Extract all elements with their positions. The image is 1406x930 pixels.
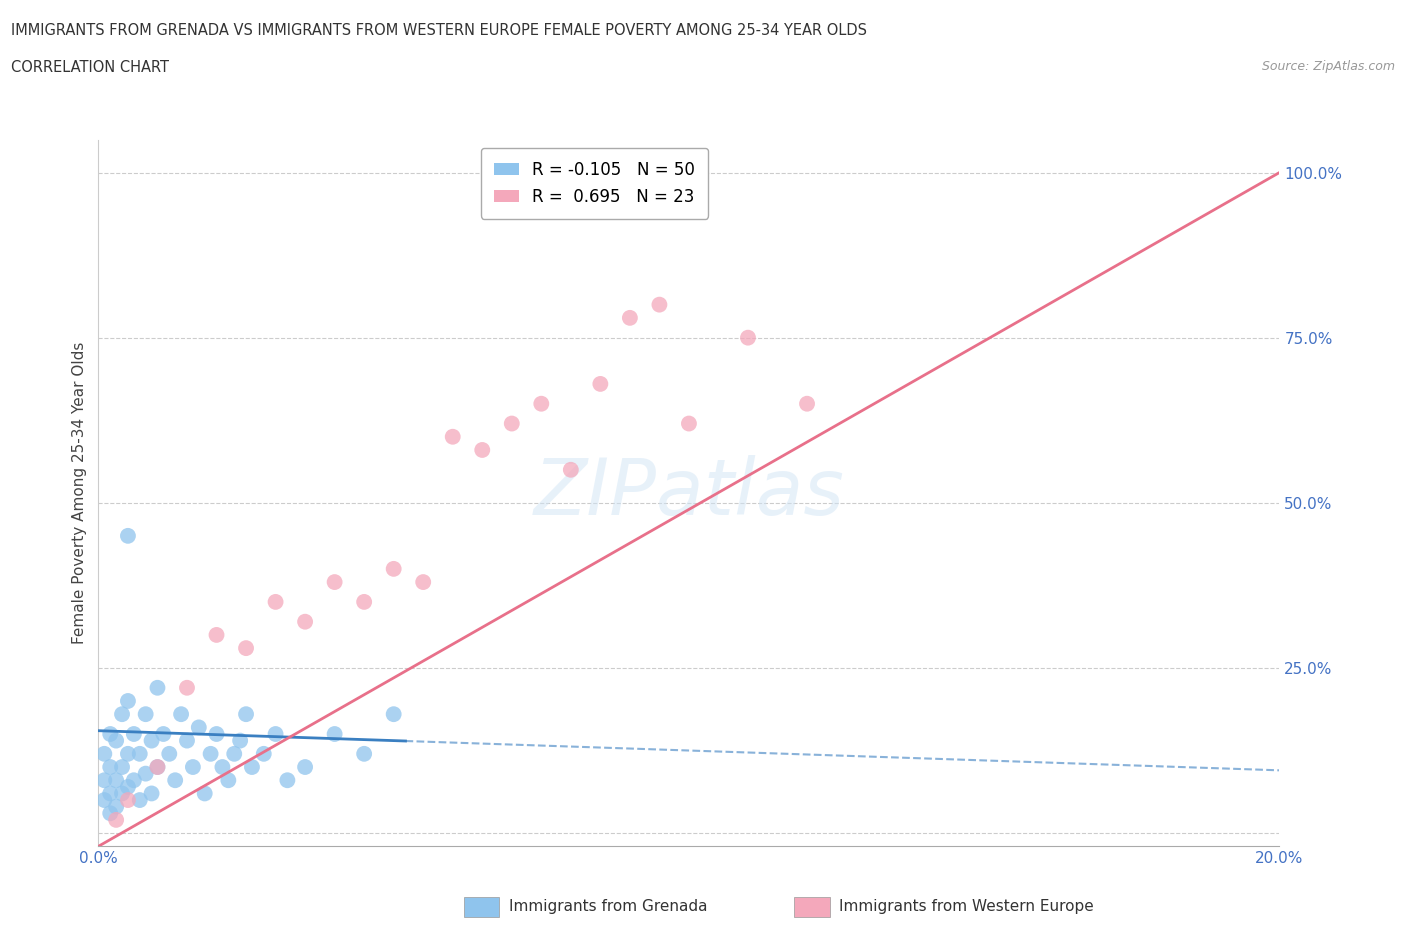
Point <box>200 747 222 762</box>
Point <box>93 747 115 762</box>
Point <box>211 760 233 775</box>
Point <box>105 773 128 788</box>
Point <box>93 773 115 788</box>
Point <box>205 628 228 643</box>
Point <box>135 766 157 781</box>
Point <box>128 747 150 762</box>
Point <box>117 528 139 543</box>
Point <box>253 747 276 762</box>
Point <box>235 641 257 656</box>
Text: Immigrants from Grenada: Immigrants from Grenada <box>509 899 707 914</box>
Point <box>176 733 198 748</box>
Point <box>165 773 187 788</box>
Point <box>117 694 139 709</box>
Text: Immigrants from Western Europe: Immigrants from Western Europe <box>839 899 1094 914</box>
Point <box>264 594 287 609</box>
Point <box>294 615 316 630</box>
Point <box>264 726 287 741</box>
Point <box>135 707 157 722</box>
Point <box>122 773 145 788</box>
Point <box>152 726 174 741</box>
Point <box>796 396 818 411</box>
Point <box>105 799 128 814</box>
Point <box>141 786 163 801</box>
Point <box>146 760 169 775</box>
Point <box>240 760 263 775</box>
Point <box>353 747 375 762</box>
Point <box>146 760 169 775</box>
Text: ZIP​atlas: ZIP​atlas <box>533 455 845 531</box>
Point <box>181 760 204 775</box>
Point <box>117 792 139 807</box>
Point <box>382 562 405 577</box>
Point <box>194 786 217 801</box>
Point <box>501 416 523 431</box>
Point <box>128 792 150 807</box>
Point <box>382 707 405 722</box>
Point <box>187 720 209 735</box>
Point <box>117 779 139 794</box>
Point <box>217 773 239 788</box>
Legend: R = -0.105   N = 50, R =  0.695   N = 23: R = -0.105 N = 50, R = 0.695 N = 23 <box>481 148 709 219</box>
Point <box>98 786 121 801</box>
Point <box>224 747 246 762</box>
Point <box>98 760 121 775</box>
Point <box>141 733 163 748</box>
Text: IMMIGRANTS FROM GRENADA VS IMMIGRANTS FROM WESTERN EUROPE FEMALE POVERTY AMONG 2: IMMIGRANTS FROM GRENADA VS IMMIGRANTS FR… <box>11 23 868 38</box>
Point <box>530 396 553 411</box>
Point <box>146 681 169 696</box>
Y-axis label: Female Poverty Among 25-34 Year Olds: Female Poverty Among 25-34 Year Olds <box>72 341 87 644</box>
Point <box>111 707 134 722</box>
Point <box>412 575 434 590</box>
Point <box>353 594 375 609</box>
Point <box>648 298 671 312</box>
Point <box>560 462 582 477</box>
Text: Source: ZipAtlas.com: Source: ZipAtlas.com <box>1261 60 1395 73</box>
Point <box>111 786 134 801</box>
Text: CORRELATION CHART: CORRELATION CHART <box>11 60 169 75</box>
Point <box>294 760 316 775</box>
Point <box>678 416 700 431</box>
Point <box>170 707 193 722</box>
Point <box>105 813 128 828</box>
Point <box>229 733 252 748</box>
Point <box>176 681 198 696</box>
Point <box>276 773 298 788</box>
Point <box>98 805 121 820</box>
Point <box>323 575 346 590</box>
Point <box>619 311 641 325</box>
Point <box>122 726 145 741</box>
Point <box>235 707 257 722</box>
Point <box>157 747 180 762</box>
Point <box>111 760 134 775</box>
Point <box>98 726 121 741</box>
Point <box>737 330 759 345</box>
Point <box>205 726 228 741</box>
Point <box>589 377 612 392</box>
Point <box>93 792 115 807</box>
Point <box>441 430 464 445</box>
Point <box>471 443 494 458</box>
Point <box>323 726 346 741</box>
Point <box>117 747 139 762</box>
Point <box>105 733 128 748</box>
